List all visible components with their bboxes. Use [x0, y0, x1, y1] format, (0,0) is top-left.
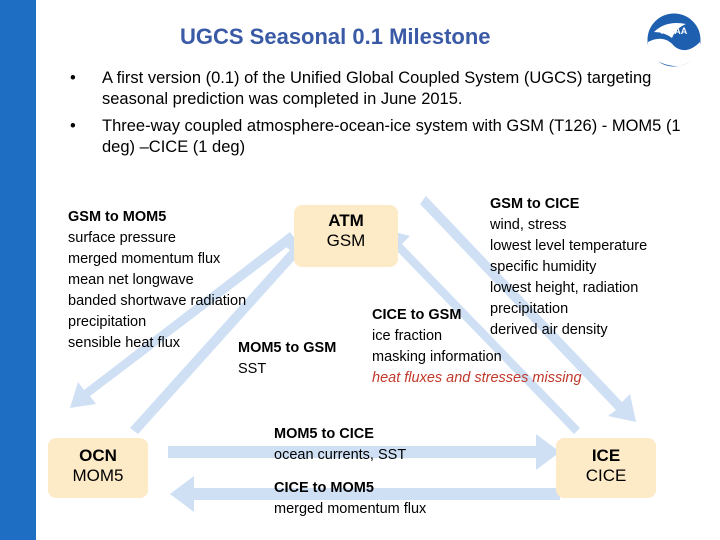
ocn-box-label: OCN — [79, 446, 117, 465]
gsm-to-mom5-fields: GSM to MOM5 surface pressure merged mome… — [68, 207, 246, 354]
mom5-to-gsm-heading: MOM5 to GSM — [238, 340, 337, 356]
bullet-dot-icon: • — [70, 69, 76, 87]
field-item: lowest level temperature — [490, 238, 648, 254]
atm-box-label: ATM — [328, 211, 364, 230]
arrow-ocn-to-atm — [130, 232, 312, 434]
bullet-item: • A first version (0.1) of the Unified G… — [70, 68, 690, 110]
field-item: specific humidity — [490, 259, 597, 275]
field-item: merged momentum flux — [274, 501, 427, 517]
noaa-logo-text: NOAA — [661, 26, 688, 36]
mom5-to-gsm-fields: MOM5 to GSM SST — [238, 338, 336, 380]
ocn-box: OCN MOM5 — [48, 438, 148, 498]
field-item: masking information — [372, 349, 502, 365]
field-item: sensible heat flux — [68, 335, 181, 351]
ice-box-label: ICE — [591, 446, 621, 465]
gsm-to-cice-heading: GSM to CICE — [490, 196, 580, 212]
bullet-text: A first version (0.1) of the Unified Glo… — [102, 69, 652, 108]
field-item: derived air density — [490, 322, 608, 338]
mom5-to-cice-fields: MOM5 to CICE ocean currents, SST — [274, 424, 406, 466]
missing-fields-note: heat fluxes and stresses missing — [372, 370, 582, 386]
field-item: mean net longwave — [68, 272, 194, 288]
cice-to-gsm-fields: CICE to GSM ice fraction masking informa… — [372, 305, 582, 389]
field-item: lowest height, radiation — [490, 280, 639, 296]
mom5-to-cice-heading: MOM5 to CICE — [274, 426, 374, 442]
gsm-to-cice-fields: GSM to CICE wind, stress lowest level te… — [490, 194, 647, 341]
left-accent-bar — [0, 0, 36, 540]
gsm-to-mom5-heading: GSM to MOM5 — [68, 209, 167, 225]
field-item: ocean currents, SST — [274, 447, 407, 463]
noaa-logo: NOAA — [646, 12, 702, 68]
bullet-dot-icon: • — [70, 117, 76, 135]
arrow-ice-to-ocn — [170, 476, 560, 512]
field-item: precipitation — [68, 314, 147, 330]
arrow-atm-to-ice — [420, 196, 636, 422]
field-item: wind, stress — [490, 217, 567, 233]
atm-box: ATM GSM — [294, 205, 398, 267]
arrow-atm-to-ocn — [70, 232, 296, 408]
atm-box-model: GSM — [326, 231, 366, 250]
field-item: banded shortwave radiation — [68, 293, 247, 309]
cice-to-mom5-fields: CICE to MOM5 merged momentum flux — [274, 478, 426, 520]
field-item: precipitation — [490, 301, 569, 317]
ice-box: ICE CICE — [556, 438, 656, 498]
arrow-ocn-to-ice — [168, 434, 560, 470]
field-item: surface pressure — [68, 230, 176, 246]
ocn-box-model: MOM5 — [72, 466, 124, 485]
ice-box-model: CICE — [585, 466, 627, 485]
field-item: SST — [238, 361, 267, 377]
bullet-item: • Three-way coupled atmosphere-ocean-ice… — [70, 116, 690, 158]
field-item: merged momentum flux — [68, 251, 221, 267]
bullet-text: Three-way coupled atmosphere-ocean-ice s… — [102, 117, 681, 156]
cice-to-gsm-heading: CICE to GSM — [372, 307, 462, 323]
field-item: ice fraction — [372, 328, 443, 344]
cice-to-mom5-heading: CICE to MOM5 — [274, 480, 374, 496]
slide-title: UGCS Seasonal 0.1 Milestone — [180, 24, 491, 49]
bullet-list: • A first version (0.1) of the Unified G… — [70, 68, 690, 164]
arrow-ice-to-atm — [380, 228, 580, 434]
